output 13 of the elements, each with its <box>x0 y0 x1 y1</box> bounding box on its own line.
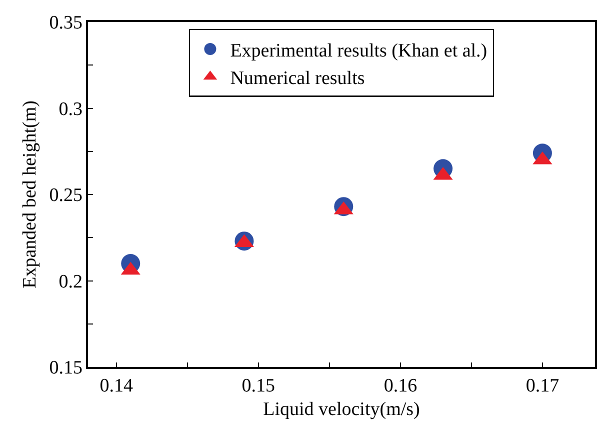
x-axis-title: Liquid velocity(m/s) <box>263 398 420 420</box>
y-axis-title: Expanded bed height(m) <box>20 100 41 288</box>
x-tick-label: 0.16 <box>384 376 418 397</box>
y-tick-label: 0.3 <box>58 98 82 120</box>
x-tick-label: 0.15 <box>242 376 276 397</box>
y-tick-label: 0.35 <box>49 12 82 34</box>
legend-label: Numerical results <box>230 68 365 90</box>
x-tick-label: 0.14 <box>100 376 134 397</box>
x-tick-label: 0.17 <box>526 376 560 397</box>
y-tick-label: 0.25 <box>49 185 82 206</box>
legend-label: Experimental results (Khan et al.) <box>230 40 488 62</box>
y-tick-label: 0.15 <box>49 358 82 379</box>
y-tick-label: 0.2 <box>58 271 82 292</box>
